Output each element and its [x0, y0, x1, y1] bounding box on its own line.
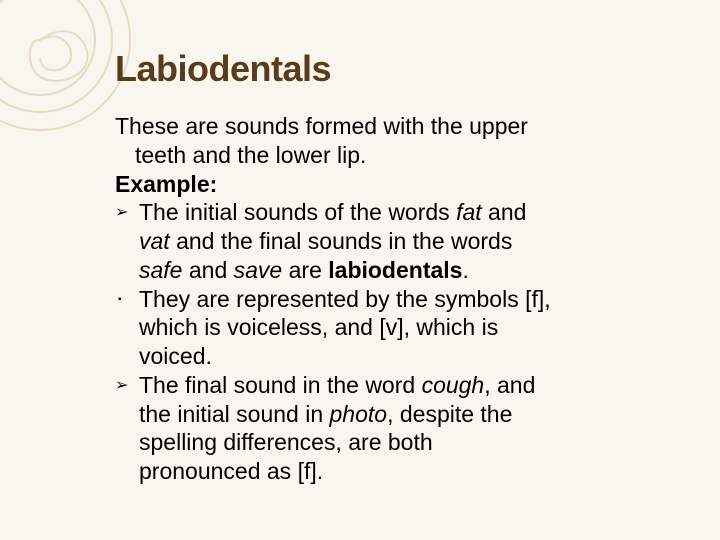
- text: spelling differences, are both: [139, 429, 433, 455]
- bullet-arrow-icon: ➢: [115, 371, 139, 396]
- word-save: save: [234, 257, 283, 283]
- bullet-3: ➢ The final sound in the word cough, and…: [115, 371, 670, 486]
- text: The final sound in the word: [139, 372, 422, 398]
- word-labiodentals: labiodentals: [328, 257, 462, 283]
- bullet-1-content: The initial sounds of the words fat and …: [139, 198, 670, 284]
- bullet-square-icon: ▪: [115, 285, 139, 307]
- body-text: These are sounds formed with the upper t…: [115, 112, 670, 486]
- text: The initial sounds of the words: [139, 199, 456, 225]
- slide-title: Labiodentals: [115, 48, 670, 90]
- text: .: [462, 257, 468, 283]
- text: are: [282, 257, 328, 283]
- word-safe: safe: [139, 257, 182, 283]
- bullet-3-content: The final sound in the word cough, and t…: [139, 371, 670, 486]
- word-fat: fat: [456, 199, 482, 225]
- intro-line2: teeth and the lower lip.: [115, 141, 670, 170]
- text: and: [182, 257, 233, 283]
- text: voiced.: [139, 343, 212, 369]
- slide-content: Labiodentals These are sounds formed wit…: [115, 48, 670, 486]
- word-vat: vat: [139, 228, 170, 254]
- text: They are represented by the symbols [f],: [139, 286, 551, 312]
- text: and the final sounds in the words: [170, 228, 513, 254]
- text: , despite the: [387, 401, 512, 427]
- word-photo: photo: [330, 401, 388, 427]
- bullet-2-content: They are represented by the symbols [f],…: [139, 285, 670, 371]
- word-cough: cough: [422, 372, 485, 398]
- text: , and: [484, 372, 535, 398]
- text: and: [482, 199, 527, 225]
- bullet-2: ▪ They are represented by the symbols [f…: [115, 285, 670, 371]
- text: the initial sound in: [139, 401, 330, 427]
- bullet-1: ➢ The initial sounds of the words fat an…: [115, 198, 670, 284]
- bullet-arrow-icon: ➢: [115, 198, 139, 223]
- text: pronounced as [f].: [139, 458, 323, 484]
- example-label: Example:: [115, 170, 670, 199]
- intro-line1: These are sounds formed with the upper: [115, 112, 670, 141]
- text: which is voiceless, and [v], which is: [139, 314, 498, 340]
